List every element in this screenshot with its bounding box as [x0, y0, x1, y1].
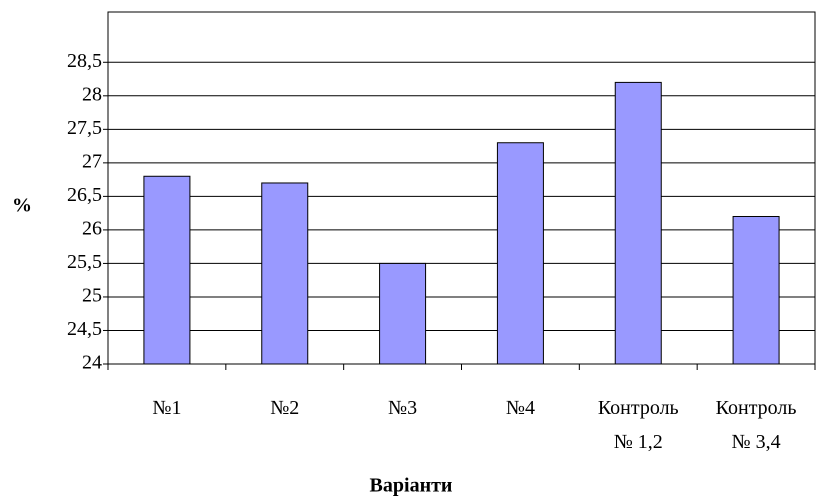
x-tick-label: №4 — [505, 397, 535, 419]
y-axis-label: % — [12, 195, 32, 217]
x-axis-label: Варіанти — [370, 475, 453, 497]
bar — [614, 81, 662, 365]
y-tick-label: 27 — [82, 150, 102, 172]
x-tick-label: №3 — [388, 397, 418, 419]
y-tick-label: 25 — [82, 285, 102, 307]
bar — [496, 142, 544, 365]
y-tick-label: 26 — [82, 217, 102, 239]
x-tick-label: Контроль № 1,2 — [597, 397, 679, 453]
y-tick-label: 24 — [82, 352, 102, 374]
bar — [143, 175, 191, 365]
y-tick-label: 28 — [82, 83, 102, 105]
y-tick-label: 28,5 — [67, 50, 102, 72]
y-tick-label: 25,5 — [67, 251, 102, 273]
x-tick-label: Контроль № 3,4 — [715, 397, 797, 453]
plot-frame — [107, 11, 816, 365]
x-tick-label: №2 — [270, 397, 300, 419]
bar — [379, 262, 427, 365]
x-tick-label: №1 — [152, 397, 182, 419]
bar — [732, 215, 780, 365]
bar — [261, 182, 309, 365]
y-tick-label: 26,5 — [67, 184, 102, 206]
y-tick-label: 27,5 — [67, 117, 102, 139]
y-tick-label: 24,5 — [67, 318, 102, 340]
